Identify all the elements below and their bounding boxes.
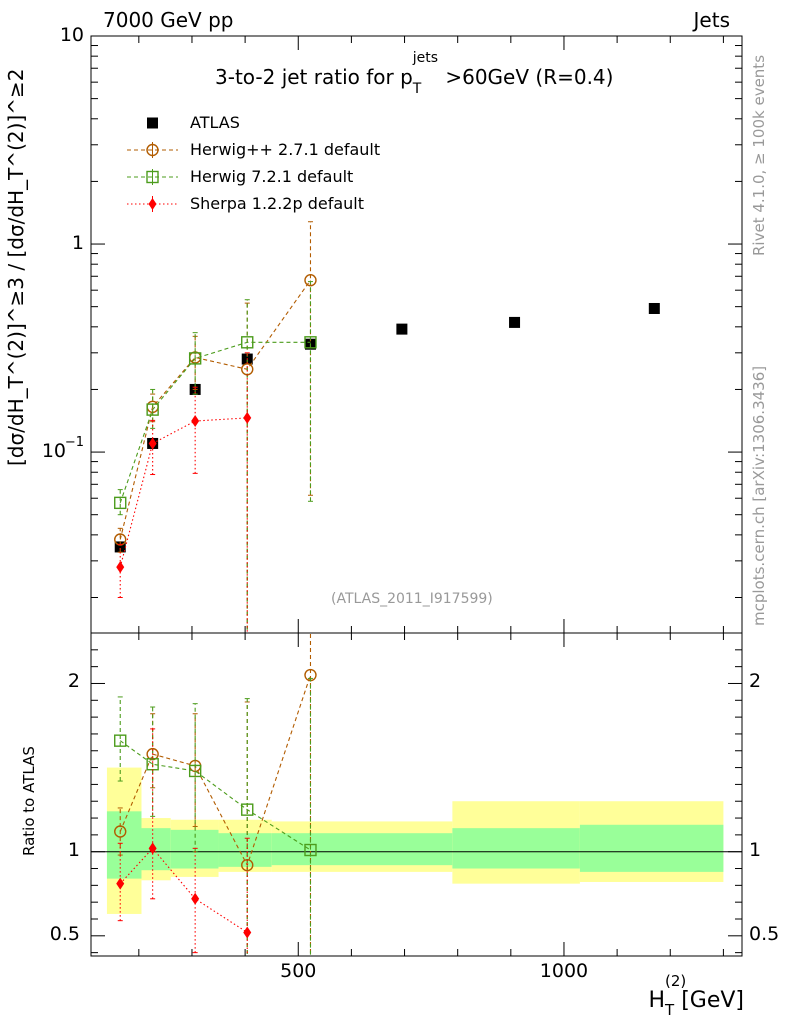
main-line-1	[119, 341, 311, 504]
ratio-tick-label-right-1: 1	[749, 838, 762, 861]
main-point-1-3	[241, 336, 254, 349]
y-tick-label-0.1: 10	[41, 440, 66, 463]
ratio-point-2-2	[191, 892, 200, 905]
atlas-point-6	[509, 316, 521, 328]
legend-label-2: Herwig 7.2.1 default	[190, 167, 354, 186]
main-point-0-4	[304, 274, 317, 287]
y-axis-label: [dσ/dH_T^(2)]^≥3 / [dσ/dH_T^(2)]^≥2	[4, 68, 28, 466]
main-point-1-1	[146, 403, 159, 416]
ratio-series-2	[116, 728, 252, 956]
main-point-1-4	[304, 336, 317, 349]
header-right: Jets	[693, 8, 730, 32]
band-stat-4	[271, 833, 453, 866]
main-point-2-2	[191, 415, 200, 428]
ratio-tick-label-left-0.5: 0.5	[49, 922, 80, 945]
legend-marker-1	[146, 143, 159, 157]
legend-label-3: Sherpa 1.2.2p default	[190, 194, 365, 213]
chart-title: 3-to-2 jet ratio for p jets T >60GeV (R=0.4…	[215, 50, 614, 97]
ratio-tick-label-right-2: 2	[749, 670, 762, 693]
watermark: (ATLAS_2011_I917599)	[331, 591, 493, 607]
legend-marker-2	[146, 170, 159, 184]
ratio-panel-frame	[90, 632, 743, 957]
atlas-point-7	[648, 302, 660, 314]
legend-label-0: ATLAS	[190, 113, 240, 132]
band-stat-3	[218, 833, 272, 867]
y-tick-label-1: 1	[71, 232, 84, 255]
main-point-1-2	[188, 352, 202, 365]
ratio-point-1-2	[188, 764, 202, 778]
rivet-label: Rivet 4.1.0, ≥ 100k events	[750, 54, 768, 256]
ratio-y-axis-label: Ratio to ATLAS	[20, 746, 38, 856]
ratio-point-0-0	[114, 825, 127, 838]
ratio-point-2-1	[148, 842, 157, 855]
main-series-2	[116, 352, 252, 633]
band-stat-1	[141, 828, 171, 871]
x-tick-label-1000: 1000	[539, 960, 589, 982]
main-point-2-0	[116, 561, 125, 574]
main-point-1-0	[114, 496, 127, 510]
mcplots-label: mcplots.cern.ch [arXiv:1306.3436]	[750, 365, 768, 626]
legend-marker-3	[148, 198, 157, 210]
atlas-point-5	[396, 323, 408, 335]
band-stat-6	[579, 824, 724, 872]
ratio-point-1-4	[304, 843, 317, 857]
ratio-uncertainty-bands	[106, 767, 724, 914]
ratio-tick-label-left-2: 2	[67, 670, 80, 693]
main-line-0	[119, 279, 311, 540]
main-series-0	[114, 221, 317, 633]
y-tick-label-10: 10	[59, 24, 84, 46]
main-point-2-1	[148, 437, 157, 450]
ratio-tick-label-right-0.5: 0.5	[749, 922, 780, 945]
x-axis-label: H (2) T [GeV]	[648, 972, 744, 1019]
ratio-series-1	[114, 677, 317, 956]
ratio-line-2	[119, 847, 248, 933]
ratio-series-0	[114, 633, 317, 956]
y-tick-exponent-0.1: −1	[64, 435, 84, 451]
main-panel-frame	[90, 35, 743, 634]
ratio-tick-label-left-1: 1	[67, 838, 80, 861]
legend	[127, 117, 178, 212]
band-stat-5	[452, 828, 580, 869]
main-point-2-3	[243, 411, 252, 424]
legend-label-1: Herwig++ 2.7.1 default	[190, 140, 381, 159]
main-series-1	[114, 281, 317, 633]
x-tick-label-500: 500	[280, 960, 317, 982]
ratio-point-2-0	[116, 877, 125, 890]
ratio-point-1-0	[114, 734, 127, 747]
legend-marker-atlas	[147, 117, 158, 129]
atlas-point-0	[114, 541, 126, 553]
main-line-2	[119, 417, 248, 568]
ratio-point-1-3	[241, 803, 254, 816]
header-left: 7000 GeV pp	[103, 8, 234, 32]
ratio-point-2-3	[243, 926, 252, 939]
